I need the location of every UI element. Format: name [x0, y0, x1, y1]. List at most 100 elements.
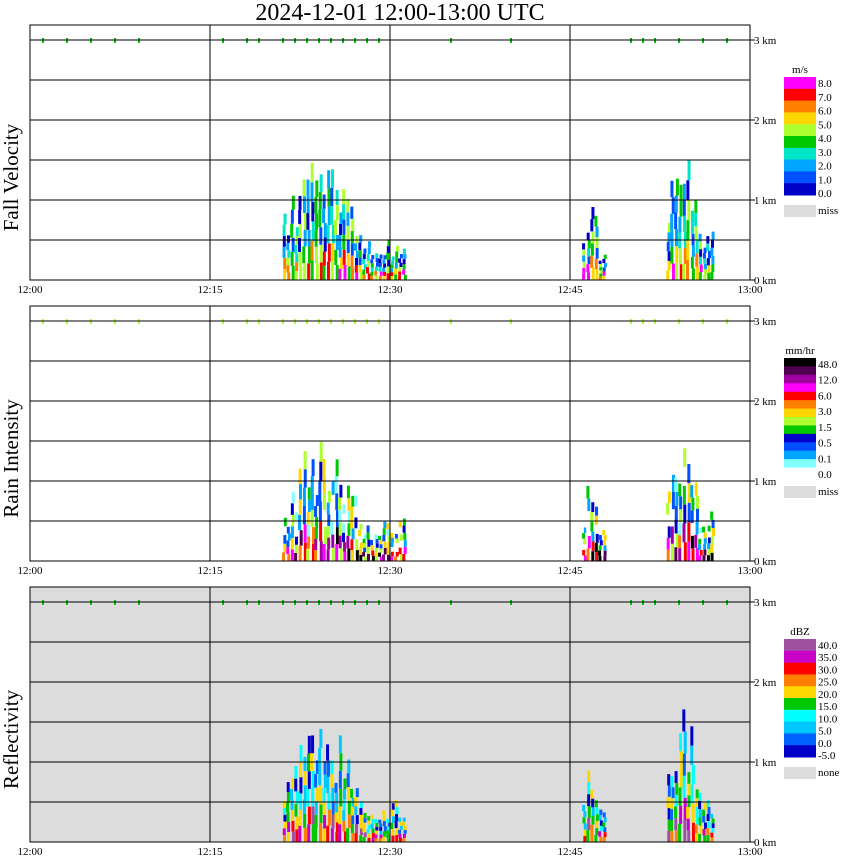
data-pixel	[586, 485, 590, 499]
data-pixel	[706, 258, 710, 266]
legend-label: 6.0	[818, 106, 832, 118]
height-tick-label: 3 km	[754, 597, 777, 609]
legend-swatch	[784, 674, 816, 687]
data-pixel	[394, 821, 398, 829]
data-pixel	[326, 760, 330, 777]
data-pixel	[703, 274, 707, 280]
data-pixel	[383, 547, 387, 555]
data-pixel	[679, 769, 683, 788]
data-pixel	[683, 819, 687, 842]
data-pixel	[702, 253, 706, 259]
data-pixel	[370, 259, 374, 264]
data-pixel	[330, 187, 334, 207]
data-pixel	[330, 774, 334, 788]
legend-swatch	[784, 159, 816, 172]
data-pixel	[386, 830, 390, 835]
data-pixel	[666, 549, 670, 561]
data-pixel	[306, 788, 310, 807]
data-pixel	[303, 263, 307, 280]
data-pixel	[351, 833, 355, 842]
time-tick-label: 13:00	[737, 846, 763, 858]
data-pixel	[586, 523, 590, 536]
legend-swatch	[784, 366, 816, 376]
data-pixel	[290, 799, 294, 811]
data-pixel	[363, 556, 367, 561]
data-pixel	[386, 252, 390, 260]
data-pixel	[666, 502, 670, 515]
data-pixel	[306, 179, 310, 197]
data-pixel	[710, 271, 714, 280]
data-pixel	[342, 513, 346, 524]
data-pixel	[378, 535, 382, 540]
data-pixel	[291, 237, 295, 252]
data-pixel	[282, 246, 286, 258]
grid	[30, 306, 750, 561]
legend-swatch	[784, 662, 816, 675]
data-pixel	[374, 838, 378, 842]
legend-swatch-miss	[784, 486, 816, 498]
data-pixel	[355, 257, 359, 266]
data-pixel	[322, 492, 326, 510]
data-pixel	[683, 215, 687, 232]
precip-cell	[282, 728, 407, 842]
data-pixel	[687, 502, 691, 523]
data-pixel	[603, 555, 607, 561]
legend-label: 4.0	[818, 133, 832, 145]
data-pixel	[670, 831, 674, 842]
data-pixel	[310, 182, 314, 202]
data-pixel	[595, 807, 599, 815]
data-pixel	[374, 552, 378, 557]
legend-label: 2.0	[818, 161, 832, 173]
data-pixel	[283, 543, 287, 553]
data-pixel	[591, 798, 595, 808]
data-pixel	[334, 250, 338, 266]
data-pixel	[362, 837, 366, 842]
data-pixel	[599, 836, 603, 842]
data-pixel	[391, 829, 395, 836]
data-pixel	[327, 206, 331, 226]
data-pixel	[682, 183, 686, 200]
data-pixel	[346, 198, 350, 213]
data-pixel	[678, 548, 682, 561]
data-pixel	[370, 539, 374, 546]
data-pixel	[287, 554, 291, 561]
data-pixel	[387, 259, 391, 267]
data-pixel	[591, 231, 595, 244]
data-pixel	[290, 251, 294, 266]
data-pixel	[286, 235, 290, 243]
data-pixel	[687, 772, 691, 784]
data-pixel	[595, 551, 599, 561]
data-pixel	[583, 527, 587, 534]
data-pixel	[382, 275, 386, 280]
data-pixel	[674, 478, 678, 492]
data-pixel	[711, 519, 715, 529]
data-pixel	[366, 267, 370, 274]
data-pixel	[334, 782, 338, 793]
data-pixel	[398, 271, 402, 276]
data-pixel	[711, 823, 715, 828]
data-pixel	[707, 549, 711, 556]
data-pixel	[698, 809, 702, 818]
panel-reflectivity: 3 km 2 km 1 km 0 km 12:00 12:15 12:30 12:45 13:0…	[0, 586, 840, 858]
data-pixel	[682, 263, 686, 280]
data-pixel	[290, 537, 294, 550]
data-pixel	[602, 275, 606, 280]
data-pixel	[403, 825, 407, 830]
data-pixel	[374, 547, 378, 553]
data-pixel	[398, 833, 402, 838]
data-pixel	[711, 827, 715, 833]
data-pixel	[286, 832, 290, 842]
data-pixel	[362, 827, 366, 833]
data-pixel	[591, 531, 595, 542]
data-pixel	[283, 257, 287, 269]
data-pixel	[698, 792, 702, 801]
data-pixel	[327, 809, 331, 826]
data-pixel	[371, 555, 375, 561]
data-pixel	[371, 832, 375, 838]
data-pixel	[367, 816, 371, 821]
data-pixel	[591, 207, 595, 220]
data-pixel	[323, 774, 327, 789]
data-pixel	[298, 825, 302, 842]
data-pixel	[318, 209, 322, 228]
data-pixel	[362, 269, 366, 275]
